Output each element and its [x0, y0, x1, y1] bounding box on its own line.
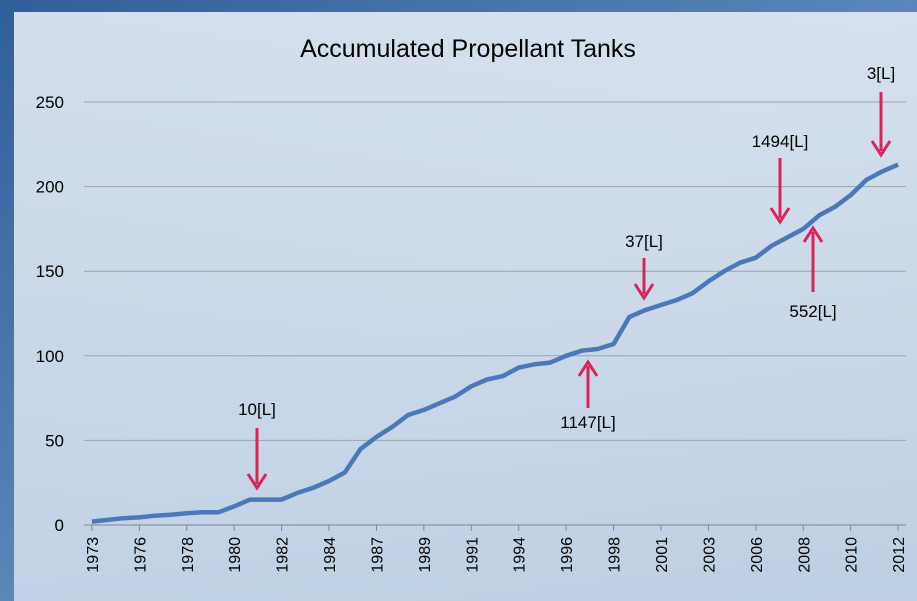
x-tick-label: 2003 [701, 537, 718, 573]
annotation: 3[L] [867, 64, 895, 83]
x-tick-label: 1984 [322, 537, 339, 573]
annotation: 1494[L] [752, 132, 809, 151]
x-tick-label: 1989 [417, 537, 434, 573]
y-tick-label: 50 [45, 431, 64, 450]
annotation: 37[L] [625, 232, 663, 251]
chart-title: Accumulated Propellant Tanks [300, 35, 636, 63]
x-tick-label: 1976 [132, 537, 149, 573]
x-tick-label: 2001 [654, 537, 671, 573]
y-tick-label: 100 [36, 347, 64, 366]
x-tick-label: 1994 [512, 537, 529, 573]
x-tick-label: 1987 [369, 537, 386, 573]
chart: Accumulated Propellant Tanks 0 50 100 150 20… [0, 0, 917, 601]
x-tick-label: 1996 [559, 537, 576, 573]
x-tick-label: 1991 [464, 537, 481, 573]
x-tick-label: 1978 [180, 537, 197, 573]
annotation: 552[L] [789, 302, 836, 321]
x-tick-label: 2010 [844, 537, 861, 573]
page: {"chart_data": {"type": "line", "title":… [0, 0, 917, 601]
x-tick-label: 2012 [891, 537, 908, 573]
x-tick-label: 2006 [749, 537, 766, 573]
x-tick-label: 1998 [607, 537, 624, 573]
x-tick-label: 1980 [227, 537, 244, 573]
chart-panel [14, 12, 917, 601]
y-tick-label: 150 [36, 262, 64, 281]
annotation: 1147[L] [560, 413, 615, 432]
x-tick-label: 1982 [275, 537, 292, 573]
x-tick-label: 1973 [85, 537, 102, 573]
x-tick-label: 2008 [796, 537, 813, 573]
y-tick-label: 0 [55, 516, 64, 535]
y-tick-label: 250 [36, 93, 64, 112]
y-tick-label: 200 [36, 178, 64, 197]
annotation: 10[L] [238, 400, 276, 419]
